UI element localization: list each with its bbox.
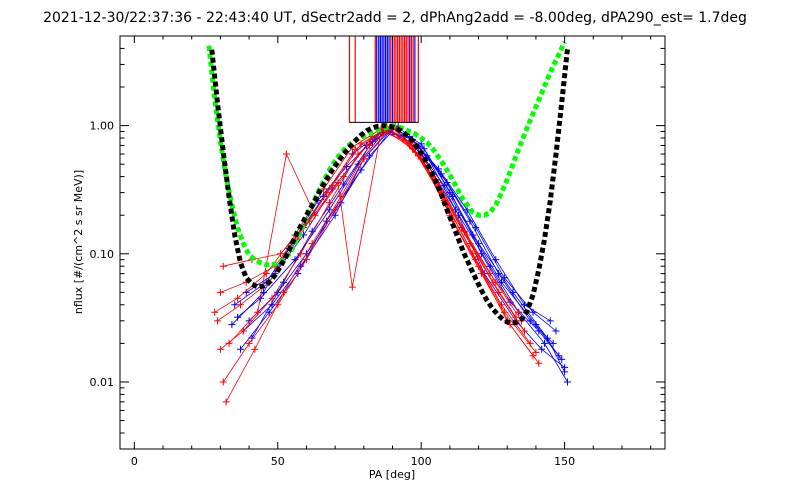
data-point-marker (495, 270, 503, 278)
data-point-marker (535, 327, 543, 335)
data-point-marker (236, 345, 244, 353)
data-point-marker (520, 327, 528, 335)
data-point-marker (225, 339, 233, 347)
data-point-marker (460, 227, 468, 235)
data-point-marker (334, 178, 342, 186)
data-trace-line (237, 127, 560, 357)
data-trace-line (240, 130, 557, 350)
data-point-marker (297, 250, 305, 258)
data-point-marker (558, 355, 566, 363)
data-point-marker (549, 339, 557, 347)
data-point-marker (280, 288, 287, 296)
data-trace-line (251, 125, 565, 368)
data-point-marker (526, 317, 534, 325)
data-point-marker (357, 166, 365, 174)
y-axis-label: nflux [#/(cm^2 s sr MeV)] (72, 170, 85, 314)
data-point-marker (248, 334, 256, 342)
data-point-marker (538, 345, 546, 353)
data-point-marker (302, 256, 310, 264)
data-point-marker (268, 294, 276, 302)
data-point-marker (251, 345, 259, 353)
data-point-marker (234, 313, 242, 321)
data-point-marker (337, 192, 345, 200)
data-point-marker (477, 270, 485, 278)
data-point-marker (500, 274, 508, 282)
data-point-marker (236, 301, 244, 309)
data-point-marker (546, 317, 554, 325)
data-point-marker (495, 288, 503, 296)
data-point-marker (561, 363, 569, 371)
data-trace-line (222, 127, 537, 383)
data-trace-line (245, 126, 568, 383)
data-trace-line (234, 129, 554, 344)
data-point-marker (216, 288, 224, 296)
series-line-green (206, 40, 567, 268)
data-point-marker (366, 141, 374, 149)
data-point-marker (449, 192, 457, 200)
x-axis-label: PA [deg] (369, 468, 415, 481)
data-point-marker (216, 345, 224, 353)
y-tick-label: 1.00 (90, 120, 115, 133)
data-point-marker (532, 348, 540, 356)
data-point-marker (211, 308, 219, 316)
data-point-marker (254, 308, 262, 316)
data-point-marker (234, 294, 242, 302)
data-point-marker (239, 327, 247, 335)
data-point-marker (262, 270, 270, 278)
data-point-marker (563, 378, 571, 386)
axes: 0 50 100 150 0.01 0.10 1.00 (90, 35, 665, 468)
chart-title: 2021-12-30/22:37:36 - 22:43:40 UT, dSect… (43, 10, 747, 26)
data-point-marker (506, 321, 514, 329)
data-point-marker (443, 178, 451, 186)
data-point-marker (228, 321, 236, 329)
data-point-marker (219, 262, 227, 270)
y-tick-label: 0.01 (90, 376, 115, 389)
data-point-marker (282, 150, 290, 158)
data-point-marker (541, 339, 549, 347)
data-point-marker (323, 189, 331, 197)
data-point-marker (486, 262, 494, 270)
data-trace-line (225, 126, 534, 402)
data-point-marker (274, 301, 282, 309)
x-tick-label: 0 (131, 455, 138, 468)
x-tick-label: 150 (554, 455, 575, 468)
data-point-marker (340, 180, 348, 188)
x-tick-label: 50 (271, 455, 285, 468)
plot-area (206, 36, 571, 406)
data-point-marker (328, 182, 336, 190)
data-point-marker (214, 317, 222, 325)
data-point-marker (515, 308, 523, 316)
data-point-marker (340, 173, 348, 181)
data-point-marker (245, 317, 253, 325)
data-point-marker (552, 327, 560, 335)
data-point-marker (348, 283, 356, 291)
x-tick-label: 100 (411, 455, 432, 468)
data-trace-line (217, 129, 525, 332)
y-tick-label: 0.10 (90, 248, 115, 261)
data-point-marker (245, 339, 253, 347)
data-point-marker (434, 165, 442, 173)
data-trace-line (228, 125, 540, 364)
data-trace-line (214, 128, 517, 318)
data-point-marker (489, 278, 497, 286)
data-point-marker (420, 145, 428, 153)
data-point-marker (222, 398, 230, 406)
data-trace-line (220, 126, 531, 350)
data-point-marker (512, 313, 520, 321)
data-point-marker (492, 256, 500, 264)
data-point-marker (535, 359, 543, 367)
data-trace-line (231, 132, 551, 325)
data-point-marker (325, 199, 333, 207)
data-point-marker (526, 339, 534, 347)
series-line-black (209, 48, 570, 326)
data-point-marker (308, 240, 316, 248)
data-point-marker (219, 378, 227, 386)
